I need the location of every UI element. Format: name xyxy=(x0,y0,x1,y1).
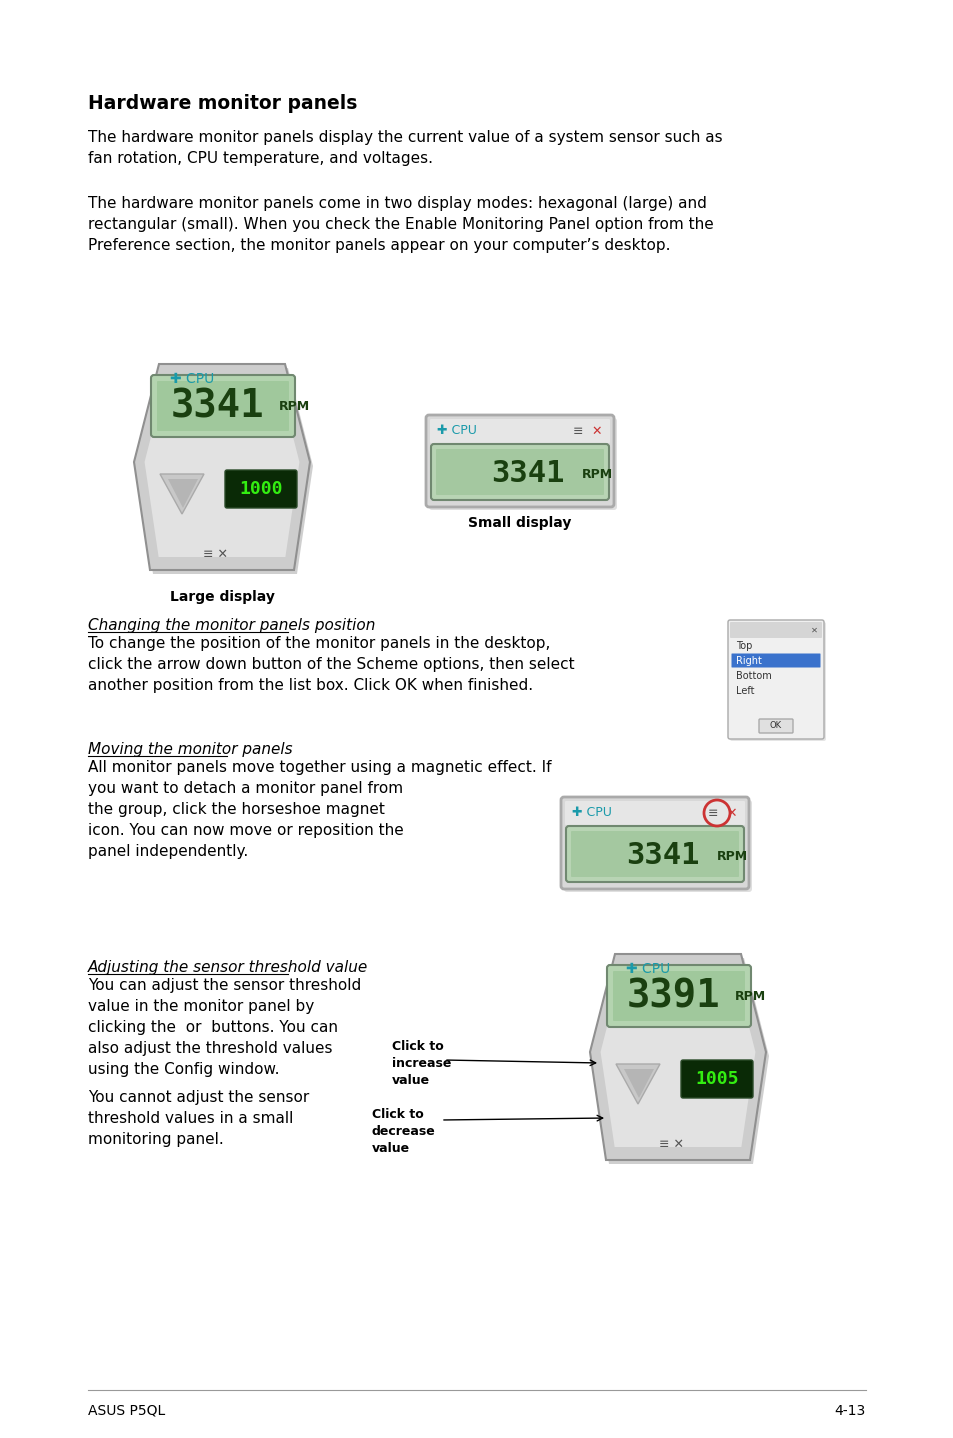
Text: 3341: 3341 xyxy=(491,460,564,489)
Text: Small display: Small display xyxy=(468,516,571,531)
Polygon shape xyxy=(589,953,765,1160)
Text: All monitor panels move together using a magnetic effect. If
you want to detach : All monitor panels move together using a… xyxy=(88,761,551,858)
FancyBboxPatch shape xyxy=(759,719,792,733)
Text: ✚ CPU: ✚ CPU xyxy=(436,424,476,437)
FancyBboxPatch shape xyxy=(731,653,820,667)
Text: ≡: ≡ xyxy=(707,807,718,820)
Polygon shape xyxy=(600,966,755,1148)
FancyBboxPatch shape xyxy=(429,418,617,510)
Text: ≡: ≡ xyxy=(573,424,583,437)
Text: ✚ CPU: ✚ CPU xyxy=(170,372,214,385)
Polygon shape xyxy=(168,479,198,508)
Text: The hardware monitor panels come in two display modes: hexagonal (large) and
rec: The hardware monitor panels come in two … xyxy=(88,196,713,253)
FancyBboxPatch shape xyxy=(225,470,296,508)
FancyBboxPatch shape xyxy=(613,971,744,1021)
Text: ✚ CPU: ✚ CPU xyxy=(625,962,670,976)
FancyBboxPatch shape xyxy=(564,801,744,825)
FancyBboxPatch shape xyxy=(680,1060,752,1099)
Text: Click to
decrease
value: Click to decrease value xyxy=(372,1109,436,1155)
Polygon shape xyxy=(593,958,768,1163)
FancyBboxPatch shape xyxy=(430,418,609,443)
Text: 3391: 3391 xyxy=(625,976,719,1015)
FancyBboxPatch shape xyxy=(606,965,750,1027)
FancyBboxPatch shape xyxy=(560,797,748,889)
Text: ✚ CPU: ✚ CPU xyxy=(572,807,611,820)
Text: Left: Left xyxy=(735,686,754,696)
Text: To change the position of the monitor panels in the desktop,
click the arrow dow: To change the position of the monitor pa… xyxy=(88,636,574,693)
Polygon shape xyxy=(133,364,310,569)
Text: RPM: RPM xyxy=(734,989,765,1002)
Text: ✕: ✕ xyxy=(725,807,736,820)
Text: 3341: 3341 xyxy=(170,387,263,426)
Polygon shape xyxy=(145,375,299,557)
FancyBboxPatch shape xyxy=(565,825,743,881)
Text: Large display: Large display xyxy=(170,590,274,604)
Polygon shape xyxy=(137,368,313,574)
Text: You can adjust the sensor threshold
value in the monitor panel by
clicking the  : You can adjust the sensor threshold valu… xyxy=(88,978,361,1077)
Text: 3341: 3341 xyxy=(625,841,699,870)
FancyBboxPatch shape xyxy=(729,623,821,638)
Text: 4-13: 4-13 xyxy=(834,1403,865,1418)
Text: RPM: RPM xyxy=(717,850,747,863)
Text: 1005: 1005 xyxy=(695,1070,738,1089)
Text: The hardware monitor panels display the current value of a system sensor such as: The hardware monitor panels display the … xyxy=(88,129,721,165)
Text: Top: Top xyxy=(735,641,752,651)
FancyBboxPatch shape xyxy=(426,416,614,508)
FancyBboxPatch shape xyxy=(563,800,751,892)
Text: ASUS P5QL: ASUS P5QL xyxy=(88,1403,165,1418)
Text: ≡ ✕: ≡ ✕ xyxy=(659,1137,684,1150)
Text: Right: Right xyxy=(735,656,761,666)
Text: RPM: RPM xyxy=(581,467,613,480)
FancyBboxPatch shape xyxy=(571,831,739,877)
Text: Changing the monitor panels position: Changing the monitor panels position xyxy=(88,618,375,633)
FancyBboxPatch shape xyxy=(151,375,294,437)
Text: Adjusting the sensor threshold value: Adjusting the sensor threshold value xyxy=(88,961,368,975)
Text: ✕: ✕ xyxy=(590,424,601,437)
Text: 1000: 1000 xyxy=(239,480,282,498)
Text: ≡ ✕: ≡ ✕ xyxy=(203,548,229,561)
FancyBboxPatch shape xyxy=(727,620,823,739)
Polygon shape xyxy=(623,1068,654,1099)
Polygon shape xyxy=(160,475,204,513)
Text: Click to
increase
value: Click to increase value xyxy=(392,1040,451,1087)
Text: Hardware monitor panels: Hardware monitor panels xyxy=(88,93,357,114)
Text: Bottom: Bottom xyxy=(735,672,771,682)
FancyBboxPatch shape xyxy=(729,623,825,741)
Text: RPM: RPM xyxy=(278,400,310,413)
Text: Moving the monitor panels: Moving the monitor panels xyxy=(88,742,293,756)
FancyBboxPatch shape xyxy=(157,381,289,431)
FancyBboxPatch shape xyxy=(431,444,608,500)
Polygon shape xyxy=(616,1064,659,1104)
Text: You cannot adjust the sensor
threshold values in a small
monitoring panel.: You cannot adjust the sensor threshold v… xyxy=(88,1090,309,1148)
Text: OK: OK xyxy=(769,722,781,731)
Text: ✕: ✕ xyxy=(810,626,817,634)
FancyBboxPatch shape xyxy=(436,449,603,495)
